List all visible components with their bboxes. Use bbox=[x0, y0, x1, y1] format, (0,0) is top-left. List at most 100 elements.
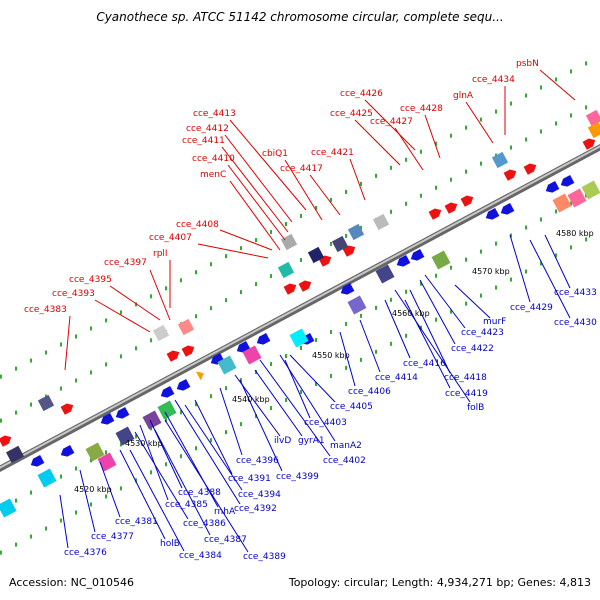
gene-arrow[interactable] bbox=[559, 174, 575, 189]
gene-label[interactable]: cce_4395 bbox=[69, 275, 112, 285]
gene-arrow[interactable] bbox=[342, 243, 358, 257]
gene-box[interactable] bbox=[567, 188, 587, 208]
gene-label[interactable]: cce_4386 bbox=[183, 519, 226, 529]
gene-label[interactable]: cce_4394 bbox=[238, 490, 281, 500]
gene-label[interactable]: cce_4408 bbox=[176, 220, 219, 230]
gene-box[interactable] bbox=[5, 445, 25, 463]
gene-box[interactable] bbox=[85, 442, 105, 462]
gene-label[interactable]: cce_4411 bbox=[182, 136, 225, 146]
gene-box[interactable] bbox=[277, 261, 295, 279]
gene-arrow[interactable] bbox=[484, 207, 500, 222]
gene-box[interactable] bbox=[552, 193, 572, 213]
gene-arrow[interactable] bbox=[196, 369, 206, 381]
gene-box[interactable] bbox=[375, 264, 395, 284]
gene-arrow[interactable] bbox=[175, 378, 191, 393]
gene-box[interactable] bbox=[307, 246, 325, 264]
gene-label[interactable]: cce_4412 bbox=[186, 124, 229, 134]
gene-label[interactable]: murF bbox=[483, 317, 506, 327]
gene-arrow[interactable] bbox=[298, 278, 314, 292]
gene-label[interactable]: cce_4388 bbox=[178, 488, 221, 498]
gene-arrow[interactable] bbox=[59, 444, 75, 459]
gene-arrow[interactable] bbox=[159, 385, 175, 400]
gene-box[interactable] bbox=[115, 426, 135, 446]
gene-box[interactable] bbox=[280, 233, 298, 251]
gene-label[interactable]: cce_4410 bbox=[192, 154, 235, 164]
gene-box[interactable] bbox=[347, 223, 365, 241]
gene-arrow[interactable] bbox=[444, 200, 460, 214]
gene-label[interactable]: cce_4389 bbox=[243, 552, 286, 562]
gene-label[interactable]: holB bbox=[160, 539, 180, 549]
gene-label[interactable]: cce_4430 bbox=[554, 318, 597, 328]
gene-arrow[interactable] bbox=[235, 340, 251, 355]
gene-label[interactable]: cce_4429 bbox=[510, 303, 553, 313]
gene-label[interactable]: cbiQ1 bbox=[262, 149, 288, 159]
gene-box[interactable] bbox=[217, 355, 237, 375]
gene-label[interactable]: cce_4425 bbox=[330, 109, 373, 119]
top-gene-labels[interactable]: psbN cce_4434 glnA cce_4426 cce_4428 cce… bbox=[24, 59, 539, 315]
gene-box[interactable] bbox=[289, 328, 309, 348]
gene-arrow[interactable] bbox=[428, 206, 444, 220]
gene-label[interactable]: cce_4385 bbox=[165, 500, 208, 510]
gene-label[interactable]: cce_4417 bbox=[280, 164, 323, 174]
gene-label[interactable]: cce_4414 bbox=[375, 373, 418, 383]
gene-label[interactable]: cce_4396 bbox=[236, 456, 279, 466]
gene-label[interactable]: cce_4418 bbox=[444, 373, 487, 383]
gene-label[interactable]: ilvD bbox=[274, 436, 291, 446]
gene-arrow[interactable] bbox=[255, 332, 271, 347]
gene-label[interactable]: cce_4393 bbox=[52, 289, 95, 299]
gene-label[interactable]: cce_4413 bbox=[193, 109, 236, 119]
gene-box[interactable] bbox=[372, 213, 390, 231]
gene-box[interactable] bbox=[157, 400, 177, 420]
gene-box[interactable] bbox=[242, 345, 262, 365]
gene-label[interactable]: folB bbox=[467, 403, 484, 413]
gene-box[interactable] bbox=[431, 250, 451, 270]
gene-arrow[interactable] bbox=[99, 412, 115, 427]
gene-label[interactable]: gyrA1 bbox=[298, 436, 325, 446]
gene-label[interactable]: cce_4427 bbox=[370, 117, 413, 127]
gene-label[interactable]: cce_4391 bbox=[228, 474, 271, 484]
gene-arrow[interactable] bbox=[114, 406, 130, 421]
gene-box[interactable] bbox=[142, 410, 162, 430]
gene-label[interactable]: cce_4376 bbox=[64, 548, 107, 558]
gene-label[interactable]: cce_4428 bbox=[400, 104, 443, 114]
gene-box[interactable] bbox=[177, 318, 195, 336]
gene-label[interactable]: glnA bbox=[453, 91, 474, 101]
gene-arrow[interactable] bbox=[60, 401, 76, 415]
gene-arrow[interactable] bbox=[339, 282, 355, 297]
gene-box[interactable] bbox=[331, 235, 349, 253]
gene-box[interactable] bbox=[37, 468, 57, 488]
gene-arrow[interactable] bbox=[523, 161, 539, 175]
gene-label[interactable]: cce_4407 bbox=[149, 233, 192, 243]
gene-arrow[interactable] bbox=[166, 348, 182, 362]
gene-label[interactable]: cce_4403 bbox=[304, 418, 347, 428]
gene-arrow[interactable] bbox=[283, 281, 299, 295]
gene-box[interactable] bbox=[491, 151, 509, 169]
gene-label[interactable]: cce_4421 bbox=[311, 148, 354, 158]
gene-label[interactable]: cce_4399 bbox=[276, 472, 319, 482]
gene-arrow[interactable] bbox=[181, 343, 197, 357]
gene-box[interactable] bbox=[0, 498, 17, 518]
gene-label[interactable]: cce_4419 bbox=[445, 389, 488, 399]
gene-box[interactable] bbox=[581, 180, 600, 200]
gene-arrow[interactable] bbox=[544, 180, 560, 195]
gene-label[interactable]: cce_4405 bbox=[330, 402, 373, 412]
gene-label[interactable]: cce_4416 bbox=[403, 359, 446, 369]
gene-box[interactable] bbox=[37, 394, 55, 412]
gene-label[interactable]: cce_4426 bbox=[340, 89, 383, 99]
gene-label[interactable]: cce_4423 bbox=[461, 328, 504, 338]
gene-label[interactable]: rplI bbox=[153, 249, 168, 259]
gene-arrow[interactable] bbox=[29, 454, 45, 469]
gene-label[interactable]: cce_4434 bbox=[472, 75, 515, 85]
gene-label[interactable]: menC bbox=[200, 170, 226, 180]
gene-box[interactable] bbox=[152, 324, 170, 342]
gene-arrow[interactable] bbox=[409, 248, 425, 263]
gene-label[interactable]: cce_4406 bbox=[348, 387, 391, 397]
gene-label[interactable]: cce_4433 bbox=[554, 288, 597, 298]
gene-label[interactable]: cce_4377 bbox=[91, 532, 134, 542]
gene-label[interactable]: cce_4383 bbox=[24, 305, 67, 315]
gene-label[interactable]: cce_4384 bbox=[179, 551, 222, 561]
gene-label[interactable]: cce_4422 bbox=[451, 344, 494, 354]
gene-box[interactable] bbox=[587, 121, 600, 139]
gene-arrow[interactable] bbox=[0, 433, 13, 447]
gene-label[interactable]: cce_4397 bbox=[104, 258, 147, 268]
